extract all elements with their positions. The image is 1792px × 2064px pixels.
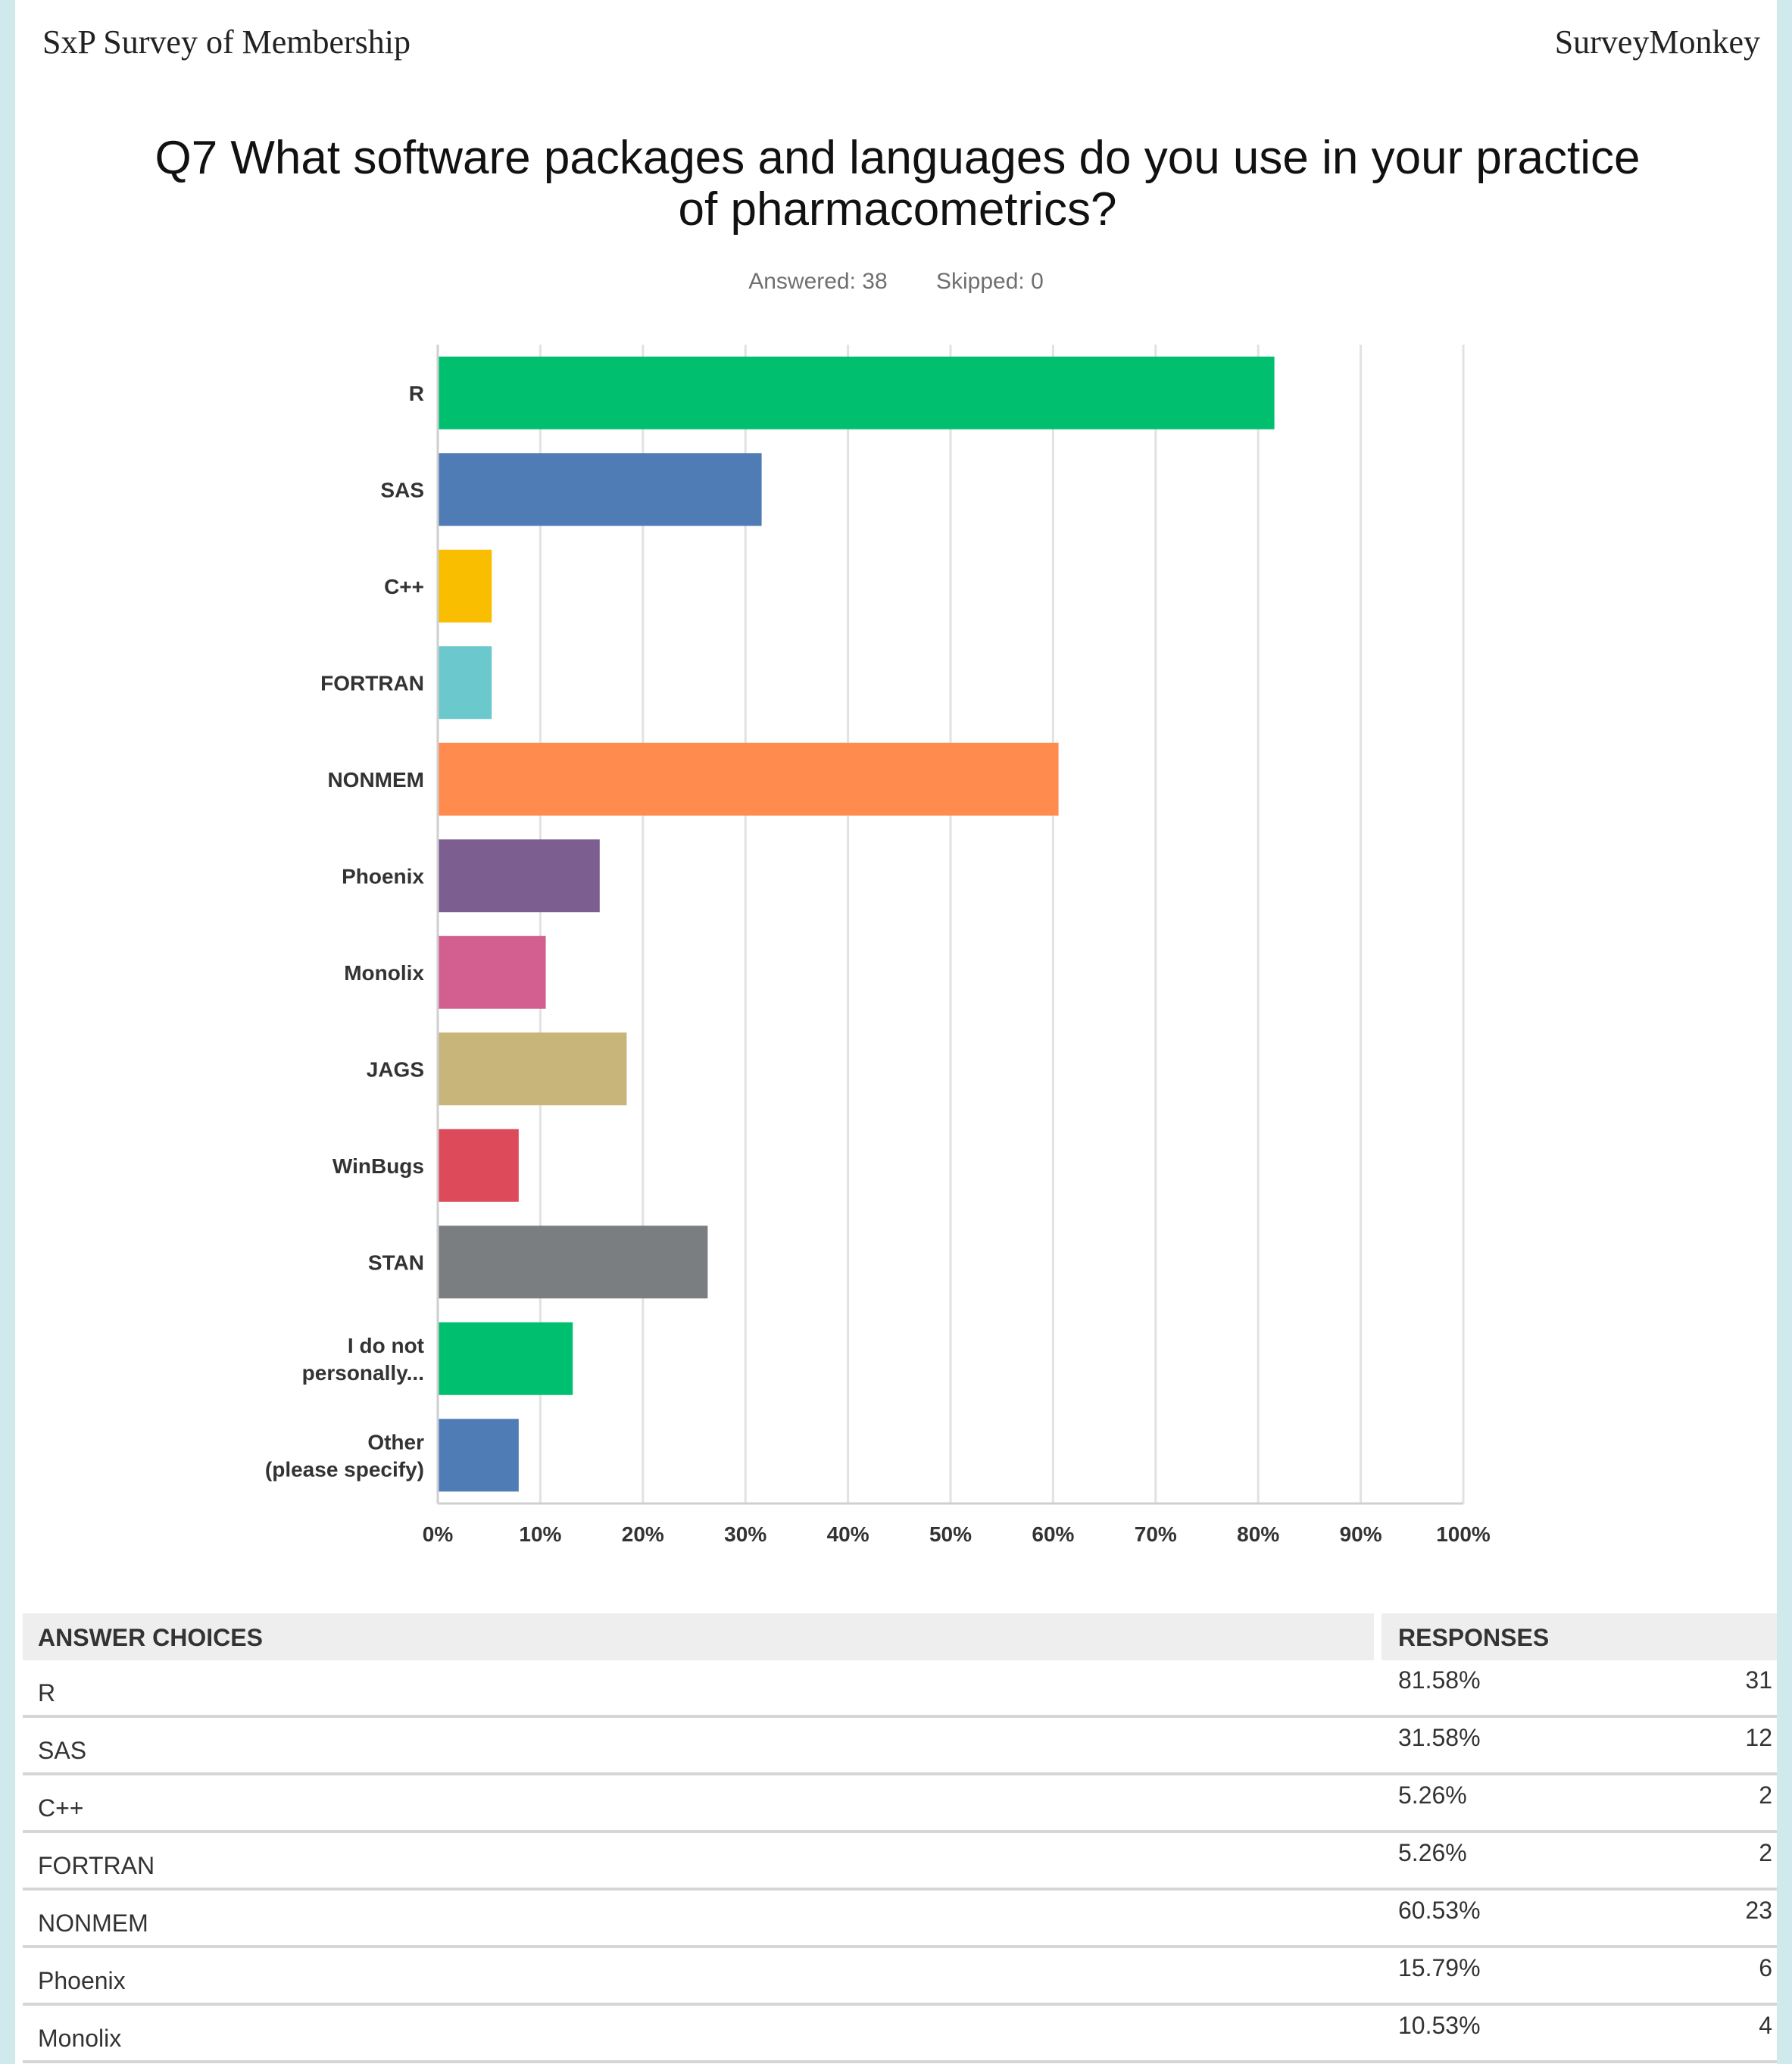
table-row: C++ 5.26% 2	[23, 1775, 1777, 1833]
response-count: 12	[1745, 1724, 1772, 1751]
report-page: SxP Survey of Membership SurveyMonkey Q7…	[15, 0, 1777, 2064]
answer-choice: NONMEM	[38, 1909, 148, 1937]
response-percent: 81.58%	[1398, 1666, 1481, 1694]
answer-choice: R	[38, 1679, 56, 1706]
answered-count: Answered: 38	[748, 269, 888, 294]
question-title: Q7 What software packages and languages …	[61, 133, 1734, 236]
answer-choice: Phoenix	[38, 1967, 126, 1994]
response-percent: 5.26%	[1398, 1839, 1467, 1866]
x-tick-label: 40%	[827, 1522, 869, 1546]
bar	[438, 1322, 573, 1395]
x-tick-label: 90%	[1340, 1522, 1382, 1546]
category-label: JAGS	[367, 1057, 424, 1081]
responses-table: ANSWER CHOICES RESPONSES R 81.58% 31 SAS 31.…	[23, 1613, 1777, 2063]
table-row: R 81.58% 31	[23, 1660, 1777, 1718]
response-percent: 5.26%	[1398, 1781, 1467, 1809]
skipped-count: Skipped: 0	[936, 269, 1044, 294]
bar	[438, 549, 492, 623]
bar	[438, 742, 1059, 816]
x-tick-label: 60%	[1032, 1522, 1074, 1546]
response-percent: 15.79%	[1398, 1954, 1481, 1981]
question-title-line-1: Q7 What software packages and languages …	[155, 132, 1641, 184]
category-label: Monolix	[344, 961, 424, 985]
header-answer-choices-label: ANSWER CHOICES	[38, 1624, 263, 1651]
response-count: 4	[1759, 2012, 1772, 2039]
table-row: NONMEM 60.53% 23	[23, 1891, 1777, 1948]
category-label: STAN	[368, 1251, 424, 1274]
category-label: R	[409, 382, 424, 405]
table-header: ANSWER CHOICES RESPONSES	[23, 1613, 1777, 1660]
chart-axis	[436, 345, 1463, 1505]
x-tick-label: 0%	[423, 1522, 454, 1546]
response-count: 6	[1759, 1954, 1772, 1981]
category-label: NONMEM	[327, 768, 424, 792]
bar	[438, 1226, 708, 1299]
response-percent: 31.58%	[1398, 1724, 1481, 1751]
x-tick-label: 10%	[519, 1522, 561, 1546]
bar	[438, 453, 762, 526]
bar	[438, 646, 492, 720]
table-row: Phoenix 15.79% 6	[23, 1948, 1777, 2006]
brand-name: SurveyMonkey	[1554, 23, 1760, 61]
category-label: I do not personally...	[302, 1334, 424, 1385]
bar	[438, 1419, 519, 1492]
answer-choice: C++	[38, 1794, 84, 1822]
response-summary: Answered: 38 Skipped: 0	[15, 269, 1777, 295]
response-count: 2	[1759, 1839, 1772, 1866]
bar	[438, 356, 1275, 429]
bar	[438, 1129, 519, 1202]
category-label: C++	[384, 575, 424, 598]
x-tick-label: 50%	[929, 1522, 972, 1546]
response-count: 23	[1745, 1897, 1772, 1924]
bar	[438, 839, 600, 913]
response-percent: 10.53%	[1398, 2012, 1481, 2039]
chart-bars	[438, 356, 1275, 1492]
header-answer-choices: ANSWER CHOICES	[23, 1613, 1374, 1660]
response-percent: 60.53%	[1398, 1897, 1481, 1924]
question-title-line-2: of pharmacometrics?	[678, 183, 1117, 236]
table-body: R 81.58% 31 SAS 31.58% 12 C++ 5.26% 2 FORTRAN 5.26…	[23, 1660, 1777, 2063]
table-row: Monolix 10.53% 4	[23, 2006, 1777, 2063]
answer-choice: FORTRAN	[38, 1852, 155, 1879]
x-tick-label: 100%	[1436, 1522, 1491, 1546]
answer-choice: SAS	[38, 1737, 87, 1764]
response-count: 2	[1759, 1781, 1772, 1809]
chart-gridlines	[539, 345, 1465, 1504]
survey-title: SxP Survey of Membership	[42, 23, 411, 61]
x-tick-label: 30%	[724, 1522, 766, 1546]
response-count: 31	[1745, 1666, 1772, 1694]
category-label: SAS	[380, 478, 424, 501]
category-label: WinBugs	[332, 1154, 424, 1178]
bar-chart: 0% 10% 20% 30% 40% 50% 60% 70% 80% 90% 100% R SAS C++…	[265, 345, 1491, 1546]
answer-choice: Monolix	[38, 2025, 122, 2052]
x-tick-label: 80%	[1237, 1522, 1279, 1546]
header-responses-label: RESPONSES	[1398, 1624, 1550, 1651]
category-label: Other (please specify)	[265, 1430, 424, 1481]
x-tick-label: 20%	[622, 1522, 664, 1546]
bar	[438, 935, 546, 1009]
table-row: SAS 31.58% 12	[23, 1718, 1777, 1775]
header-responses: RESPONSES	[1381, 1613, 1777, 1660]
table-row: FORTRAN 5.26% 2	[23, 1833, 1777, 1891]
x-tick-label: 70%	[1135, 1522, 1177, 1546]
category-label: Phoenix	[342, 864, 424, 888]
bar	[438, 1032, 627, 1106]
category-label: FORTRAN	[320, 671, 424, 695]
chart-labels: 0% 10% 20% 30% 40% 50% 60% 70% 80% 90% 100% R SAS C++…	[265, 382, 1491, 1546]
